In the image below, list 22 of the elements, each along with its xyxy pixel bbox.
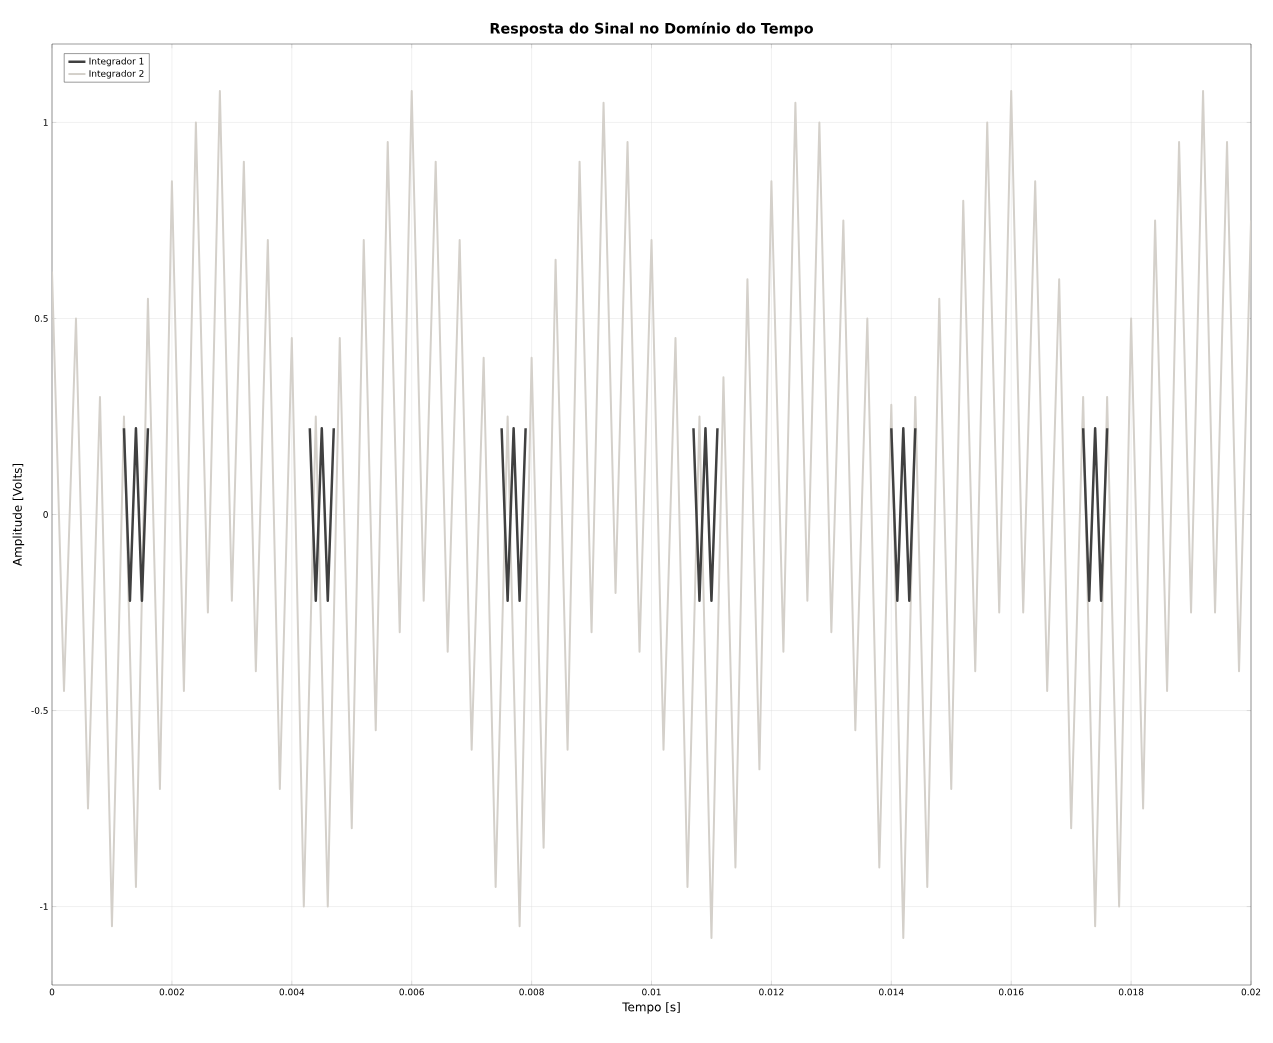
x-tick-label: 0.012	[759, 988, 784, 996]
y-tick-label: 0.5	[34, 315, 48, 322]
x-tick-label: 0.01	[642, 988, 661, 996]
y-tick-label: 0	[43, 511, 48, 518]
y-tick-label: 1	[43, 119, 48, 126]
x-tick-label: 0.018	[1118, 988, 1144, 996]
x-tick-label: 0	[49, 988, 55, 996]
x-tick-label: 0.014	[879, 988, 904, 996]
y-tick-label: -0.5	[31, 707, 48, 714]
x-tick-label: 0.008	[519, 988, 544, 996]
legend-label: Integrador 2	[89, 69, 144, 79]
x-tick-label: 0.002	[159, 988, 184, 996]
y-axis-title: Amplitude [Volts]	[12, 463, 25, 567]
x-tick-label: 0.016	[998, 988, 1024, 996]
x-axis-title: Tempo [s]	[622, 1002, 680, 1014]
legend-label: Integrador 1	[89, 57, 144, 67]
x-tick-label: 0.02	[1241, 988, 1261, 996]
y-tick-label: -1	[39, 903, 48, 910]
chart-title: Resposta do Sinal no Domínio do Tempo	[490, 22, 813, 37]
x-tick-label: 0.006	[399, 988, 424, 996]
x-tick-label: 0.004	[279, 988, 305, 996]
line-series	[52, 90, 1252, 939]
